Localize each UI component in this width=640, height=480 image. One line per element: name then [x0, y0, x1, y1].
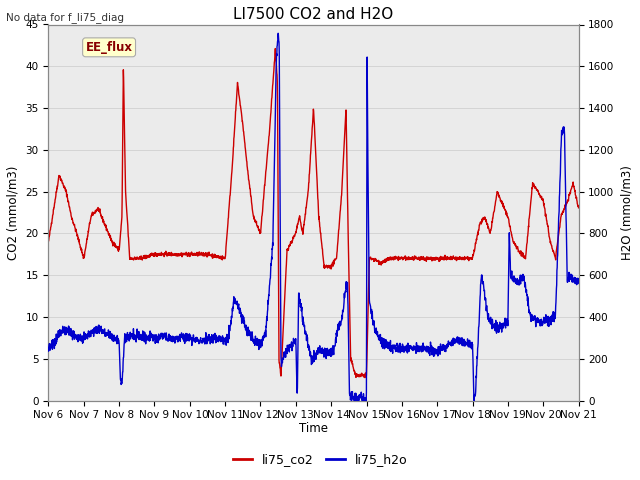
- X-axis label: Time: Time: [299, 421, 328, 435]
- Legend: li75_co2, li75_h2o: li75_co2, li75_h2o: [228, 448, 412, 471]
- Y-axis label: H2O (mmol/m3): H2O (mmol/m3): [620, 165, 633, 260]
- Y-axis label: CO2 (mmol/m3): CO2 (mmol/m3): [7, 165, 20, 260]
- Text: EE_flux: EE_flux: [86, 41, 132, 54]
- Title: LI7500 CO2 and H2O: LI7500 CO2 and H2O: [234, 7, 394, 22]
- Text: No data for f_li75_diag: No data for f_li75_diag: [6, 12, 124, 23]
